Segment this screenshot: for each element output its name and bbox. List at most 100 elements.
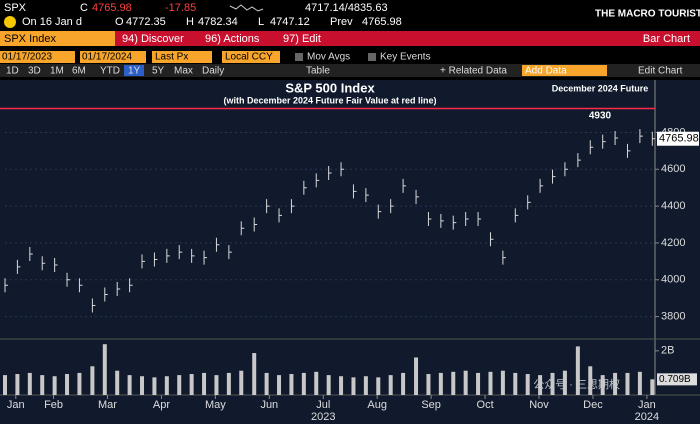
period[interactable]: Max (174, 66, 193, 77)
volume-bar (562, 370, 567, 395)
period[interactable]: Daily (202, 66, 224, 77)
period[interactable]: 1Y (128, 66, 141, 77)
icon (4, 16, 16, 28)
volume-bar (115, 370, 120, 395)
volume-bar (301, 372, 306, 395)
price-bar (602, 134, 606, 149)
volume-bar (252, 353, 257, 395)
period-active (124, 65, 144, 76)
option[interactable]: Mov Avgs (307, 52, 350, 63)
last-price: 4765.98 (659, 133, 699, 145)
volume-bar (600, 375, 605, 395)
field-bg (222, 51, 280, 63)
price-bar (78, 278, 83, 293)
low-label: L (258, 16, 264, 28)
x-tick-label: Oct (477, 399, 494, 411)
y-tick-label: 3800 (661, 310, 685, 322)
start-date[interactable]: 01/17/2023 (2, 52, 52, 63)
ticker: SPX (4, 2, 27, 14)
toolbar: 01/17/2023 01/17/2024 Last Px Local CCY … (0, 51, 431, 63)
volume-bar (476, 372, 481, 395)
x-tick-label: Sep (421, 399, 441, 411)
end-date[interactable]: 01/17/2024 (82, 52, 132, 63)
period[interactable]: 6M (72, 66, 86, 77)
x-tick-label: Aug (367, 399, 387, 411)
edit-chart[interactable]: Edit Chart (638, 66, 683, 77)
volume-bar (463, 370, 468, 395)
price-bar (465, 212, 469, 226)
volume-bar (525, 374, 530, 395)
annotation: December 2024 Future (552, 83, 649, 93)
x-tick-label: Apr (153, 399, 170, 411)
volume-bar (500, 370, 505, 395)
price-bar (166, 248, 170, 263)
price-bar (352, 184, 357, 199)
price-bar (415, 189, 420, 204)
price-bar (489, 232, 494, 247)
chart-title: S&P 500 Index (285, 80, 375, 95)
volume-bar (15, 374, 20, 395)
volume-bar (513, 372, 518, 395)
price-bar (153, 252, 158, 267)
volume-bar (27, 372, 32, 395)
open-label: O (115, 16, 124, 28)
x-tick-label: Jan (638, 399, 656, 411)
price-bar (129, 278, 133, 293)
quote-header: SPX C 4765.98 -17.85 4717.14/4835.63 On … (0, 0, 700, 30)
volume-bar (363, 376, 368, 395)
period[interactable]: 3D (28, 66, 41, 77)
security[interactable]: SPX Index (4, 33, 56, 45)
last-volume-box (657, 373, 697, 386)
period-bar: + Related Data Add Data Edit Chart (0, 64, 700, 77)
add-data-box[interactable] (522, 65, 607, 76)
price-bar (365, 188, 369, 203)
related-data[interactable]: + Related Data (440, 66, 507, 77)
option[interactable]: Key Events (380, 52, 431, 63)
price-bar (141, 254, 146, 269)
volume-bar (239, 370, 244, 395)
volume-bar (226, 372, 231, 395)
menu-item[interactable]: 94) Discover (122, 33, 184, 45)
period[interactable]: 1M (50, 66, 64, 77)
menu-bg (0, 31, 700, 46)
price-bar (4, 278, 8, 293)
on: On 16 Jan d (22, 16, 82, 28)
volume-bar (451, 371, 456, 395)
field-bg (152, 51, 212, 63)
period[interactable]: 5Y (152, 66, 165, 77)
price-bar (66, 272, 71, 287)
checkbox[interactable] (368, 53, 376, 61)
price-bar (266, 199, 270, 214)
menu-item[interactable]: 97) Edit (283, 33, 321, 45)
checkbox[interactable] (295, 53, 303, 61)
menu-item[interactable]: 96) Actions (205, 33, 260, 45)
price-bar (91, 298, 96, 313)
volume-bar (538, 375, 543, 395)
price-bar (402, 178, 407, 193)
last: 4765.98 (92, 2, 132, 14)
price-bar (178, 245, 183, 260)
volume-bar (65, 374, 70, 395)
price-bar (191, 248, 195, 263)
volume-bar (613, 372, 618, 395)
volume-bar (625, 372, 630, 395)
volume-bar (52, 376, 57, 395)
price-bar (228, 245, 232, 260)
add-data[interactable]: Add Data (525, 66, 567, 77)
prev: 4765.98 (362, 16, 402, 28)
last-price-box (657, 131, 699, 146)
period[interactable]: YTD (100, 66, 120, 77)
volume-bar (289, 374, 294, 395)
x-tick-label: Dec (583, 399, 603, 411)
period[interactable]: Table (306, 66, 330, 77)
price-bar (564, 162, 568, 177)
volume-bar (3, 375, 7, 395)
period[interactable]: 1D (6, 66, 19, 77)
year-label: 2024 (635, 411, 659, 423)
price-bar (315, 173, 320, 188)
price-bar (514, 208, 519, 223)
field[interactable]: Last Px (155, 52, 188, 63)
price-bar (278, 208, 283, 223)
price-bar (41, 256, 46, 271)
currency[interactable]: Local CCY (225, 52, 273, 63)
